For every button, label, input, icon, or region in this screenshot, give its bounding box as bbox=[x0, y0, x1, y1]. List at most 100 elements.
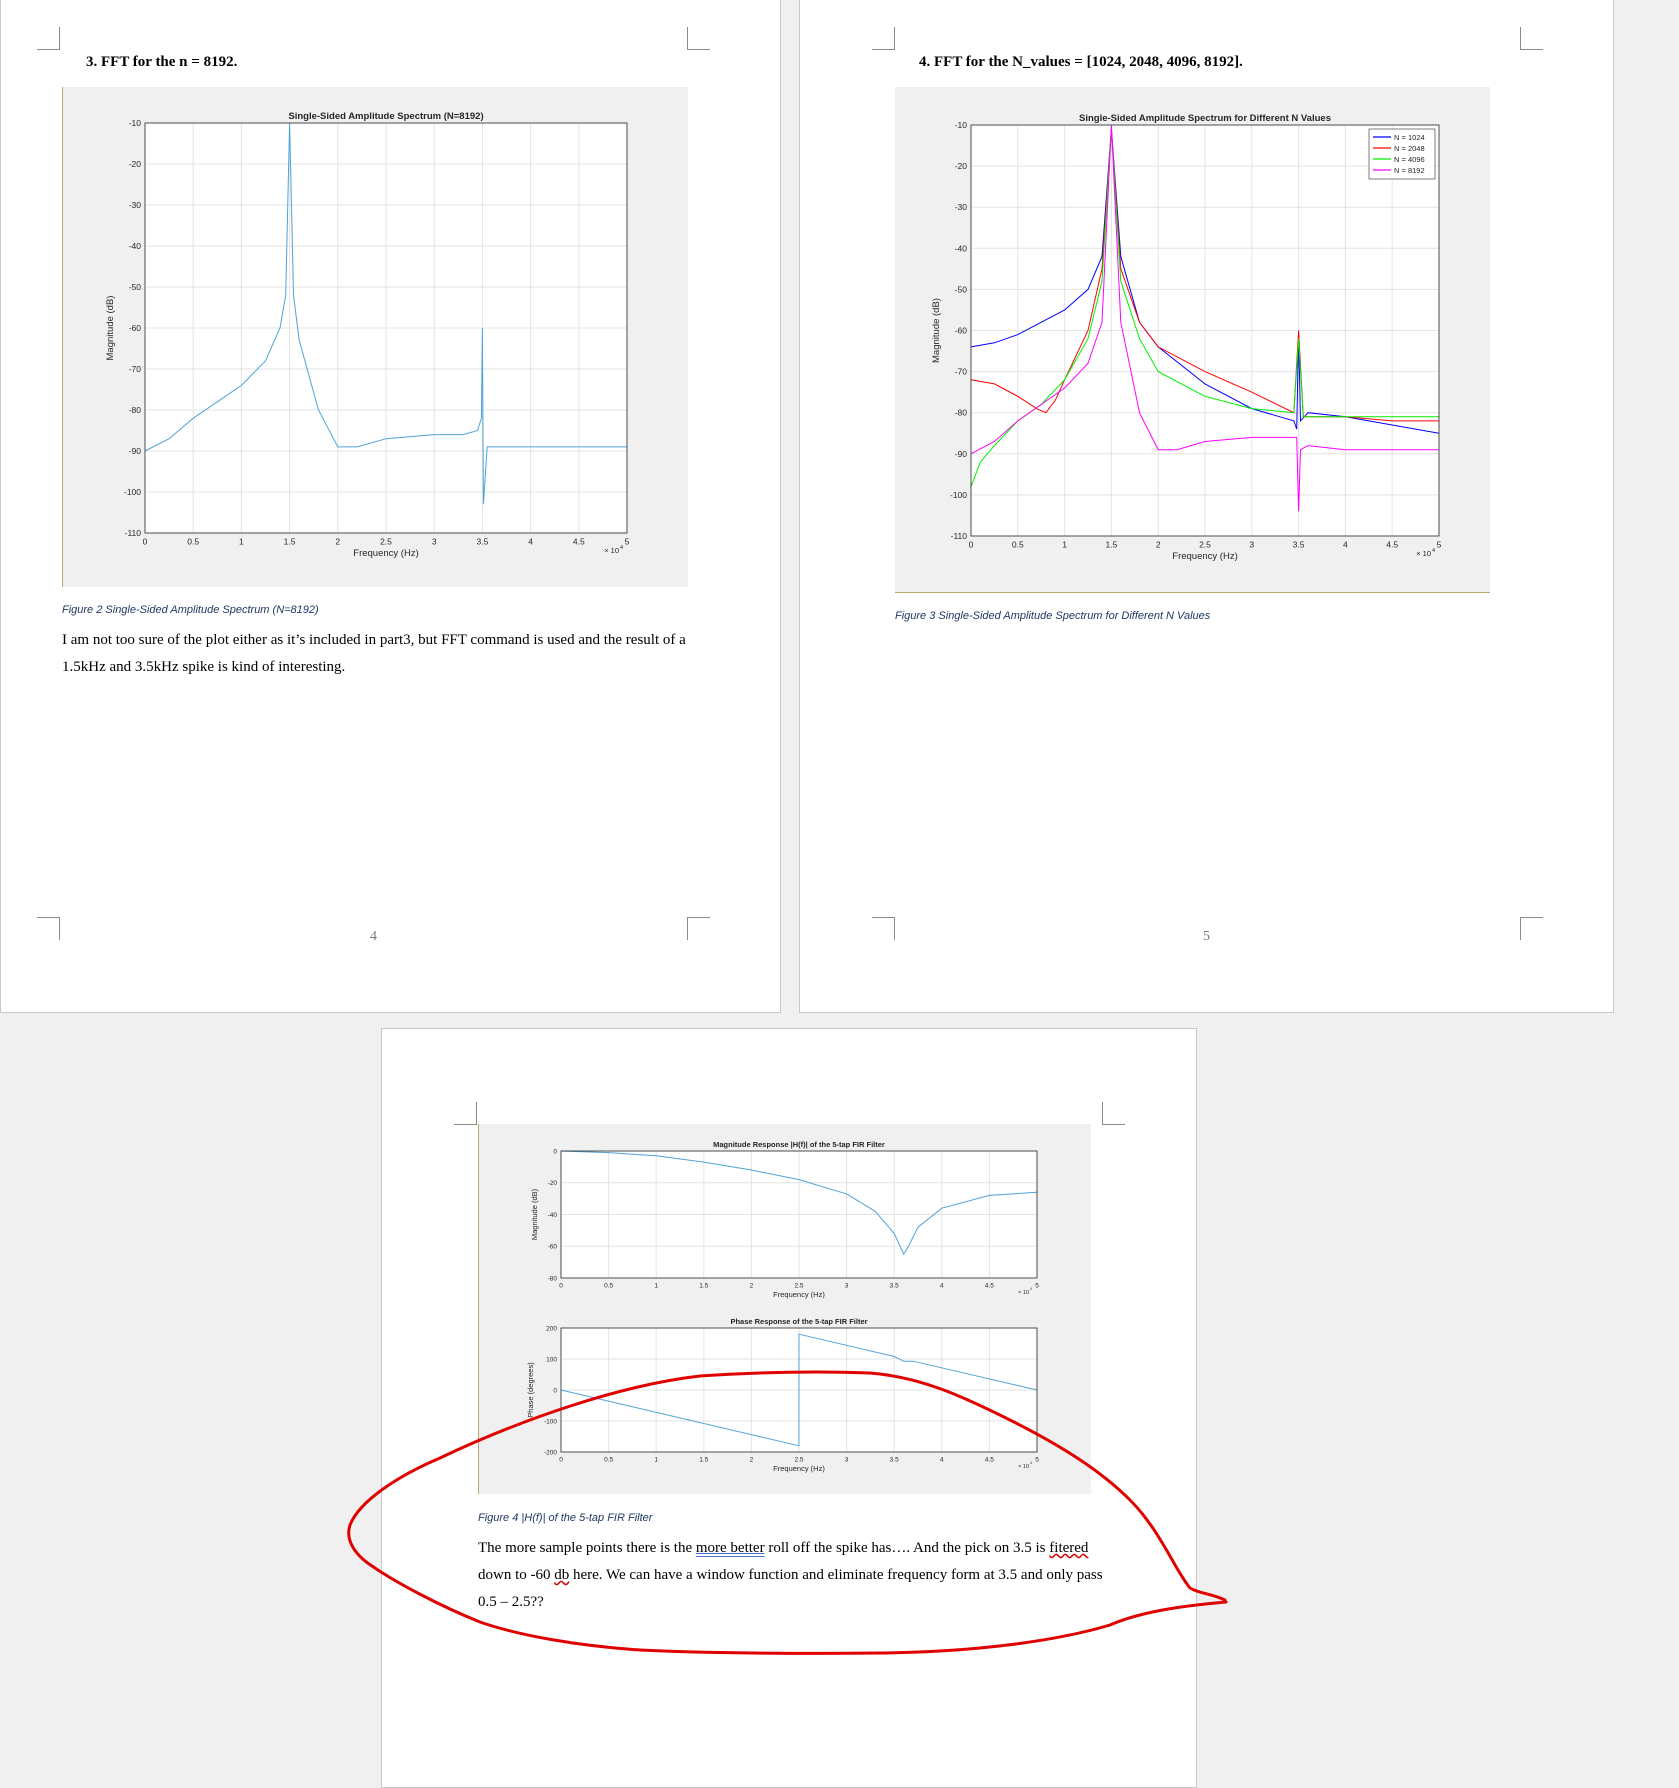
figure-spectrum-n8192: 0 0.5 1 1.5 2 2.5 3 3.5 4 4.5 5 -10 -20 -30 -40 -50 -60 -… bbox=[62, 87, 688, 587]
y-tick-label: -110 bbox=[125, 528, 142, 538]
x-tick-label: 1.5 bbox=[699, 1457, 708, 1464]
x-exponent-power: 4 bbox=[1030, 1461, 1032, 1465]
x-tick-label: 1 bbox=[1062, 540, 1067, 550]
crop-mark-bottom-right bbox=[1520, 917, 1543, 940]
section-heading: 3. FFT for the n = 8192. bbox=[86, 54, 238, 70]
page-4: 3. FFT for the n = 8192. 0 0.5 1 1.5 2 2.5 3 3.… bbox=[0, 0, 781, 1013]
page-number: 5 bbox=[1203, 929, 1210, 944]
x-exponent-label: × 10 bbox=[1416, 549, 1431, 558]
x-tick-label: 2.5 bbox=[794, 1457, 803, 1464]
x-tick-label: 2 bbox=[750, 1283, 754, 1290]
x-tick-label: 4.5 bbox=[1386, 540, 1398, 550]
y-tick-label: -70 bbox=[955, 367, 968, 377]
x-tick-label: 0 bbox=[969, 540, 974, 550]
x-tick-label: 2.5 bbox=[380, 537, 392, 547]
y-tick-label: -10 bbox=[129, 118, 142, 128]
figure-caption: Figure 2 Single-Sided Amplitude Spectrum… bbox=[62, 604, 319, 616]
spelling-flag-text[interactable]: fitered bbox=[1049, 1540, 1089, 1556]
series-line bbox=[970, 124, 1439, 512]
x-tick-label: 1 bbox=[239, 537, 244, 547]
crop-mark-top-right bbox=[687, 27, 710, 50]
y-tick-label: -40 bbox=[955, 243, 968, 253]
chart-title: Magnitude Response |H(f)| of the 5-tap F… bbox=[713, 1140, 885, 1149]
x-tick-label: 5 bbox=[1035, 1457, 1039, 1464]
y-tick-label: -110 bbox=[951, 531, 968, 541]
x-tick-label: 2 bbox=[750, 1457, 754, 1464]
chart-svg: 0 0.5 1 1.5 2 2.5 3 3.5 4 4.5 5 -10 -20 -30 -40 -50 -60 -… bbox=[931, 113, 1442, 562]
x-tick-label: 2 bbox=[335, 537, 340, 547]
chart-title: Single-Sided Amplitude Spectrum (N=8192) bbox=[288, 111, 483, 122]
y-tick-label: -60 bbox=[548, 1244, 558, 1251]
series-line bbox=[560, 1150, 1038, 1256]
y-tick-label: -60 bbox=[955, 325, 968, 335]
x-axis-label: Frequency (Hz) bbox=[353, 548, 418, 559]
y-tick-label: -90 bbox=[955, 449, 968, 459]
x-exponent-label: × 10 bbox=[1018, 1464, 1029, 1470]
crop-mark-top-left bbox=[454, 1102, 477, 1125]
x-tick-label: 0.5 bbox=[604, 1457, 613, 1464]
x-axis-label: Frequency (Hz) bbox=[773, 1464, 825, 1473]
spelling-flag-text[interactable]: db bbox=[554, 1567, 570, 1583]
y-tick-label: 0 bbox=[553, 1148, 557, 1155]
para-text: here. We can have a window function and … bbox=[478, 1567, 1103, 1610]
x-tick-label: 1 bbox=[654, 1457, 658, 1464]
figure-spectrum-n-values: 0 0.5 1 1.5 2 2.5 3 3.5 4 4.5 5 -10 -20 -30 -40 -50 -60 -… bbox=[895, 87, 1490, 593]
y-tick-label: -50 bbox=[129, 282, 142, 292]
y-tick-label: -200 bbox=[544, 1449, 557, 1456]
legend-entry: N = 8192 bbox=[1394, 166, 1425, 175]
x-tick-label: 1.5 bbox=[699, 1283, 708, 1290]
body-paragraph: The more sample points there is the more… bbox=[478, 1535, 1113, 1616]
x-tick-label: 5 bbox=[1437, 540, 1442, 550]
series-line bbox=[144, 122, 627, 505]
crop-mark-bottom-right bbox=[687, 917, 710, 940]
axes-box bbox=[970, 124, 1440, 537]
y-tick-label: -20 bbox=[129, 159, 142, 169]
x-tick-label: 1.5 bbox=[284, 537, 296, 547]
y-tick-label: 200 bbox=[546, 1325, 557, 1332]
y-tick-label: 0 bbox=[553, 1387, 557, 1394]
x-tick-label: 1.5 bbox=[1105, 540, 1117, 550]
y-tick-label: -60 bbox=[129, 323, 142, 333]
x-tick-label: 4 bbox=[940, 1457, 944, 1464]
axes-box bbox=[560, 1150, 1038, 1279]
y-tick-label: -70 bbox=[129, 364, 142, 374]
x-tick-label: 1 bbox=[654, 1283, 658, 1290]
x-tick-label: 5 bbox=[1035, 1283, 1039, 1290]
x-tick-label: 3 bbox=[845, 1457, 849, 1464]
y-tick-label: -80 bbox=[955, 408, 968, 418]
x-tick-label: 4 bbox=[528, 537, 533, 547]
grammar-flag-text[interactable]: more better bbox=[695, 1540, 765, 1556]
para-text: roll off the spike has…. And the pick on… bbox=[764, 1540, 1050, 1556]
page-number: 4 bbox=[370, 929, 377, 944]
y-tick-label: -100 bbox=[544, 1418, 557, 1425]
x-tick-label: 3.5 bbox=[890, 1283, 899, 1290]
x-tick-label: 4 bbox=[1343, 540, 1348, 550]
body-paragraph: I am not too sure of the plot either as … bbox=[62, 632, 686, 675]
y-tick-label: -40 bbox=[548, 1212, 558, 1219]
x-tick-label: 0 bbox=[143, 537, 148, 547]
x-tick-label: 2 bbox=[1156, 540, 1161, 550]
y-tick-label: -40 bbox=[129, 241, 142, 251]
page-6: 0 0.5 1 1.5 2 2.5 3 3.5 4 4.5 5 0 -20 -40 -60 -80 Magnit… bbox=[381, 1028, 1197, 1788]
x-tick-label: 3.5 bbox=[476, 537, 488, 547]
y-axis-label: Magnitude (dB) bbox=[931, 298, 942, 363]
y-tick-label: -100 bbox=[124, 487, 141, 497]
crop-mark-top-left bbox=[872, 27, 895, 50]
x-tick-label: 0 bbox=[559, 1283, 563, 1290]
para-text: down to -60 bbox=[478, 1567, 555, 1583]
crop-mark-top-right bbox=[1520, 27, 1543, 50]
y-tick-label: -30 bbox=[955, 202, 968, 212]
para-text: The more sample points there is the bbox=[478, 1540, 696, 1556]
crop-mark-top-right bbox=[1102, 1102, 1125, 1125]
x-tick-label: 0.5 bbox=[187, 537, 199, 547]
legend-entry: N = 4096 bbox=[1394, 155, 1425, 164]
y-tick-label: -20 bbox=[548, 1180, 558, 1187]
figure-caption: Figure 4 |H(f)| of the 5-tap FIR Filter bbox=[478, 1512, 653, 1524]
x-tick-label: 3.5 bbox=[890, 1457, 899, 1464]
x-axis-label: Frequency (Hz) bbox=[773, 1290, 825, 1299]
x-exponent-power: 4 bbox=[620, 545, 623, 551]
crop-mark-top-left bbox=[37, 27, 60, 50]
legend-entry: N = 1024 bbox=[1394, 133, 1425, 142]
x-tick-label: 2.5 bbox=[1199, 540, 1211, 550]
y-tick-label: -20 bbox=[955, 161, 968, 171]
